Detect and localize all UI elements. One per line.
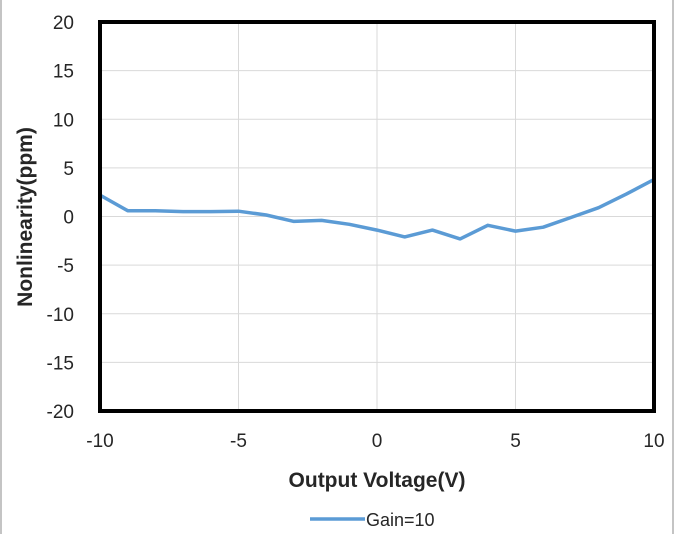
y-axis-title: Nonlinearity(ppm): [14, 127, 37, 307]
series-layer: [99, 177, 655, 241]
x-axis-title: Output Voltage(V): [289, 469, 466, 492]
y-tick-label: -10: [47, 305, 74, 326]
y-tick-label: 5: [63, 159, 74, 180]
x-tick-label: -10: [86, 431, 113, 452]
y-tick-label: 10: [53, 110, 74, 131]
y-tick-label: -15: [47, 353, 74, 374]
y-tick-label: 0: [63, 208, 74, 229]
x-tick-label: -5: [230, 431, 247, 452]
x-tick-label: 5: [510, 431, 521, 452]
y-tick-label: -20: [47, 402, 74, 423]
legend-label: Gain=10: [366, 510, 435, 530]
x-tick-label: 0: [372, 431, 383, 452]
plot-area-border: [98, 20, 656, 413]
y-tick-labels: 20 15 10 5 0 -5 -10 -15 -20: [47, 13, 74, 423]
y-tick-label: -5: [57, 256, 74, 277]
x-tick-label: 10: [643, 431, 664, 452]
y-tick-label: 15: [53, 62, 74, 83]
series-line-0: [99, 177, 655, 241]
x-tick-labels: -10 -5 0 5 10: [86, 431, 664, 452]
legend: Gain=10: [310, 510, 435, 530]
y-tick-label: 20: [53, 13, 74, 34]
